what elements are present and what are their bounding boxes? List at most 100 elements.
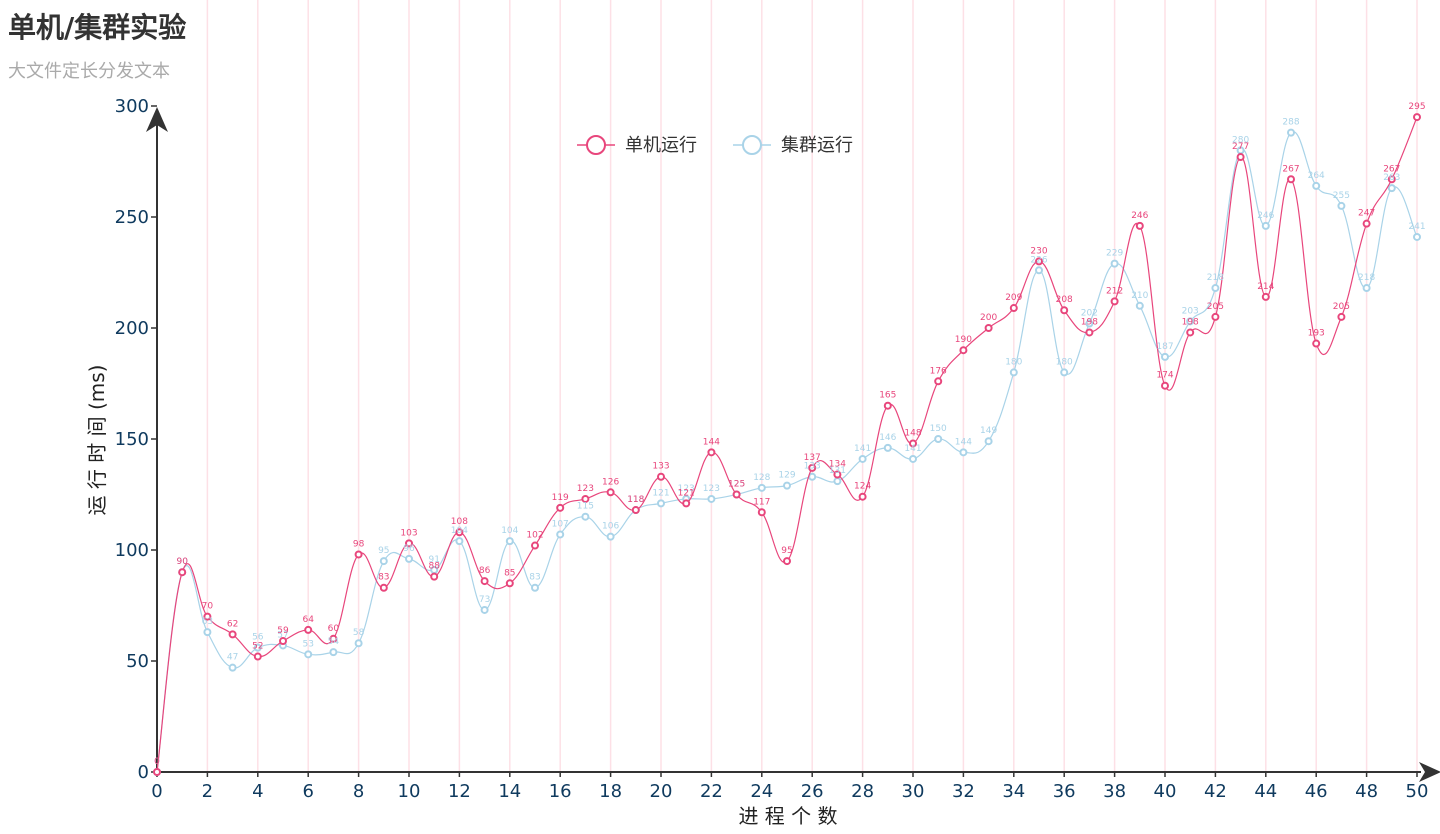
data-point	[833, 470, 842, 479]
data-point	[455, 528, 464, 537]
x-axis-label: 进 程 个 数	[738, 804, 837, 828]
x-tick-label: 44	[1254, 781, 1277, 802]
legend-swatch-marker	[586, 135, 606, 155]
data-label: 203	[1182, 306, 1199, 316]
x-tick-label: 48	[1355, 781, 1378, 802]
legend-item[interactable]: 单机运行	[577, 135, 697, 156]
data-point	[783, 557, 791, 566]
data-point	[1110, 259, 1119, 268]
data-point	[505, 537, 514, 546]
data-label: 98	[353, 539, 365, 549]
data-point	[707, 494, 716, 503]
data-label: 295	[1408, 102, 1425, 112]
data-label: 129	[778, 471, 795, 481]
x-tick-label: 20	[650, 781, 673, 802]
data-label: 241	[1408, 222, 1425, 232]
data-label: 56	[252, 633, 264, 643]
data-label: 212	[1106, 286, 1123, 296]
data-label: 58	[353, 628, 365, 638]
data-label: 146	[879, 433, 896, 443]
x-tick-label: 42	[1204, 781, 1227, 802]
data-label: 133	[652, 462, 669, 472]
data-label: 95	[781, 546, 792, 556]
data-label: 144	[955, 437, 972, 447]
x-tick-label: 12	[448, 781, 471, 802]
data-label: 123	[678, 484, 695, 494]
data-label: 85	[504, 568, 515, 578]
legend-item[interactable]: 集群运行	[733, 135, 853, 156]
y-tick-label: 100	[115, 540, 149, 561]
data-label: 47	[227, 653, 238, 663]
data-label: 174	[1156, 371, 1173, 381]
data-label: 106	[602, 522, 619, 532]
data-point	[934, 435, 943, 443]
data-label: 247	[1358, 209, 1375, 219]
data-point	[1161, 381, 1169, 390]
data-label: 218	[1358, 273, 1375, 283]
data-label: 73	[479, 595, 490, 605]
data-point	[1110, 297, 1119, 306]
data-label: 137	[804, 453, 821, 463]
data-point	[1035, 257, 1043, 266]
data-label: 202	[1081, 309, 1098, 319]
data-label: 118	[627, 495, 644, 505]
data-label: 205	[1207, 302, 1224, 312]
data-point	[1387, 175, 1396, 184]
data-point	[1236, 153, 1245, 162]
legend-label: 单机运行	[625, 135, 697, 156]
data-label: 53	[302, 639, 313, 649]
data-label: 124	[854, 482, 871, 492]
x-tick-label: 6	[302, 781, 313, 802]
x-tick-label: 8	[353, 781, 364, 802]
data-point	[1060, 306, 1069, 315]
data-label: 208	[1056, 295, 1073, 305]
data-point	[1009, 368, 1018, 377]
x-tick-label: 26	[801, 781, 824, 802]
data-label: 88	[428, 562, 440, 572]
data-point	[1413, 232, 1421, 241]
data-label: 86	[479, 566, 491, 576]
data-label: 104	[451, 526, 468, 536]
data-point	[178, 568, 187, 577]
data-label: 180	[1056, 357, 1073, 367]
data-label: 210	[1131, 291, 1148, 301]
data-label: 123	[577, 484, 594, 494]
data-label: 214	[1257, 282, 1274, 292]
data-label: 52	[252, 642, 263, 652]
data-label: 108	[451, 517, 468, 527]
x-tick-label: 10	[398, 781, 421, 802]
data-point	[1287, 175, 1295, 184]
x-tick-label: 30	[902, 781, 925, 802]
legend[interactable]: 单机运行 集群运行	[577, 135, 853, 156]
data-label: 141	[904, 444, 921, 454]
axes: 0 2 4 6 8 10 12 14 16 18 20 22 24 26 28 30 32 34 36 38 40 42 4…	[115, 96, 1440, 802]
x-tick-label: 36	[1053, 781, 1076, 802]
y-tick-label: 200	[115, 318, 149, 339]
data-label: 0	[154, 757, 160, 767]
x-tick-label: 0	[151, 781, 162, 802]
y-axis-label: 运 行 时 间 (ms)	[85, 365, 109, 516]
y-tick-label: 250	[115, 207, 149, 228]
data-point	[329, 634, 338, 643]
data-point	[1312, 339, 1321, 348]
data-point	[253, 643, 262, 652]
data-point	[909, 439, 917, 448]
data-label: 187	[1156, 342, 1173, 352]
data-point	[153, 768, 161, 776]
data-point	[405, 539, 413, 548]
data-label: 200	[980, 313, 997, 323]
data-point	[858, 492, 867, 501]
data-point	[505, 579, 514, 588]
data-point	[707, 448, 716, 457]
data-label: 91	[428, 555, 439, 565]
x-tick-label: 14	[498, 781, 521, 802]
data-label: 165	[879, 391, 896, 401]
data-label: 131	[829, 466, 846, 476]
data-point	[1186, 317, 1195, 326]
data-point	[1186, 328, 1195, 337]
data-point	[228, 663, 237, 672]
data-point	[455, 537, 464, 546]
data-point	[1362, 284, 1371, 293]
data-label: 267	[1282, 164, 1299, 174]
data-label: 176	[930, 366, 947, 376]
